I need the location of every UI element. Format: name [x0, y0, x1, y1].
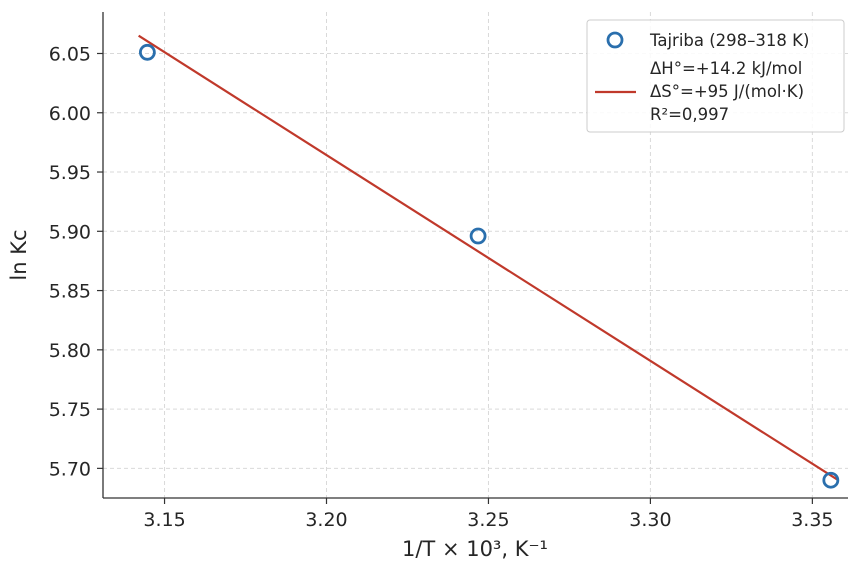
legend-frame	[586, 19, 845, 133]
y-ticks: 5.70 5.75 5.80 5.85 5.90 5.95 6.00 6.05	[49, 43, 103, 480]
legend: Tajriba (298–318 K) ΔH°=+14.2 kJ/mol ΔS°…	[586, 19, 845, 133]
y-tick-label-5: 5.95	[49, 162, 91, 184]
legend-marker-scatter	[606, 31, 624, 49]
legend-entry-line-3: R²=0,997	[650, 105, 729, 124]
y-tick-label-1: 5.75	[49, 399, 91, 421]
data-point-0	[138, 43, 156, 61]
y-tick-label-7: 6.05	[49, 43, 91, 65]
x-axis-label: 1/T × 10³, K⁻¹	[402, 537, 548, 561]
x-ticks: 3.15 3.20 3.25 3.30 3.35	[143, 498, 834, 531]
data-point-1	[469, 227, 487, 245]
x-tick-label-3: 3.30	[629, 509, 671, 531]
legend-entry-line-2: ΔS°=+95 J/(mol·K)	[650, 82, 804, 101]
y-axis-label: ln Kc	[7, 229, 31, 280]
y-tick-label-2: 5.80	[49, 340, 91, 362]
legend-entry-scatter: Tajriba (298–318 K)	[649, 31, 809, 50]
fit-line	[138, 34, 839, 482]
x-tick-label-0: 3.15	[143, 509, 185, 531]
legend-entry-line-1: ΔH°=+14.2 kJ/mol	[650, 59, 802, 78]
x-tick-label-1: 3.20	[305, 509, 347, 531]
x-tick-label-4: 3.35	[791, 509, 833, 531]
y-tick-label-0: 5.70	[49, 458, 91, 480]
data-point-2	[822, 471, 840, 489]
y-tick-label-6: 6.00	[49, 103, 91, 125]
series-layer	[138, 34, 840, 489]
x-tick-label-2: 3.25	[467, 509, 509, 531]
axes	[102, 12, 848, 499]
y-tick-label-4: 5.90	[49, 221, 91, 243]
grid	[103, 12, 848, 498]
y-tick-label-3: 5.85	[49, 281, 91, 303]
